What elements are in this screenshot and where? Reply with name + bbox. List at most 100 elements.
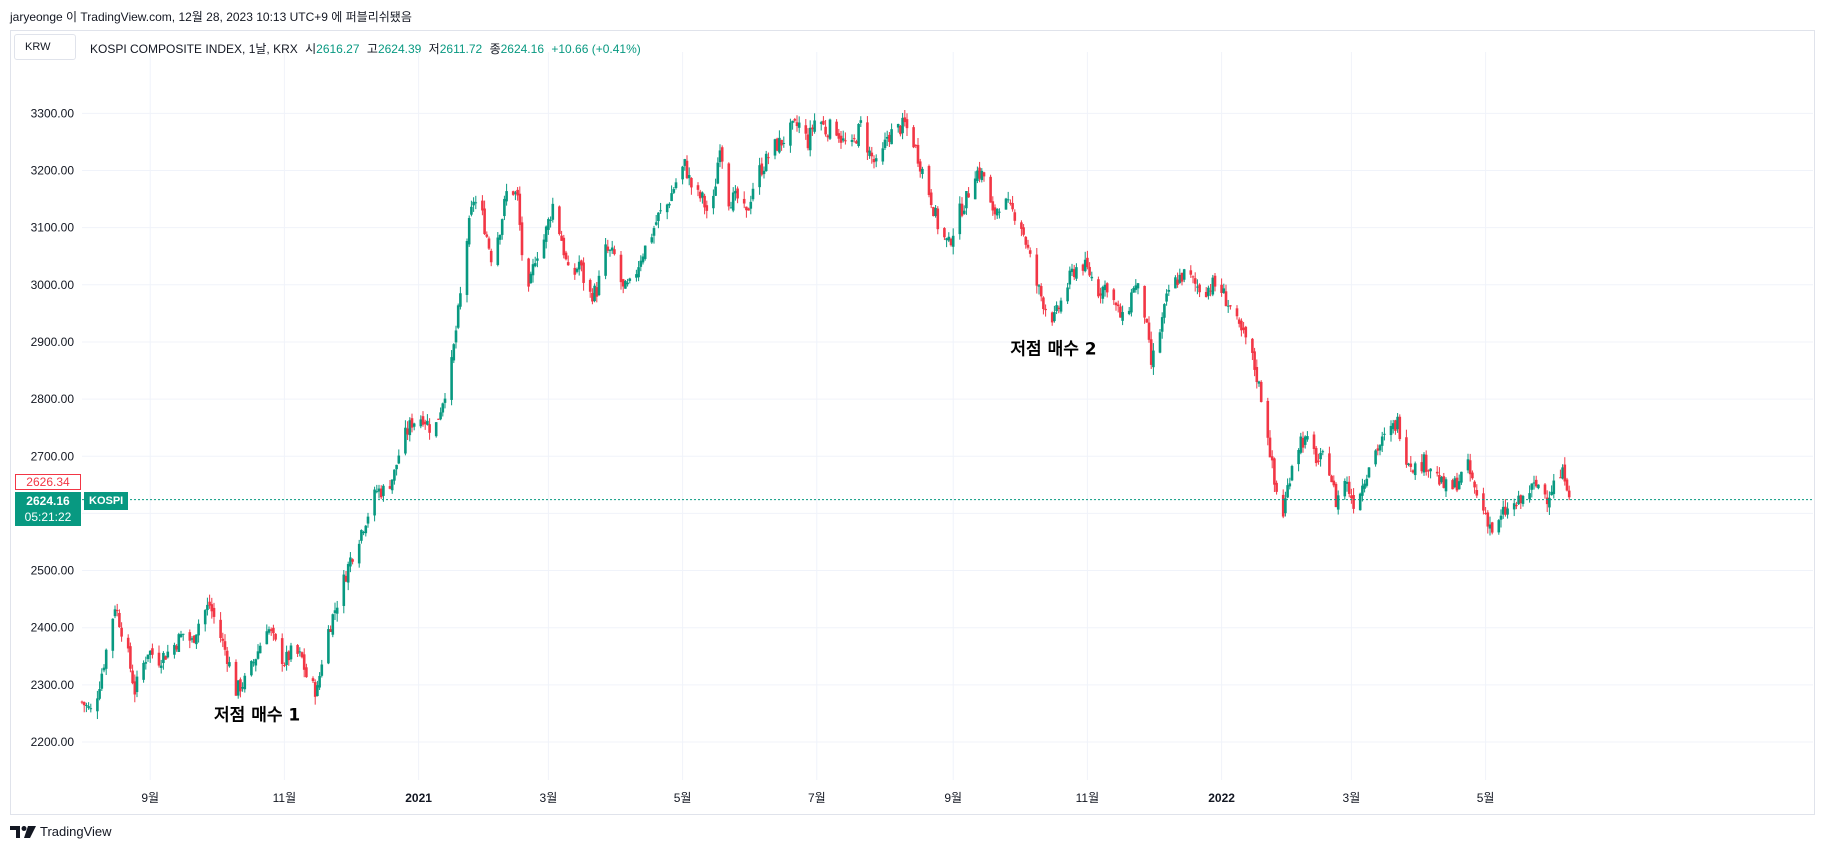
footer-brand[interactable]: TradingView [40, 824, 112, 839]
candle-body [305, 667, 308, 678]
candle-body [1193, 278, 1197, 284]
candle-body [318, 675, 321, 688]
candle-body [850, 139, 854, 142]
candle-body [342, 574, 346, 606]
candle-body [82, 702, 86, 706]
candle-body [1059, 300, 1063, 312]
candle-body [703, 195, 706, 208]
candle-body [613, 249, 616, 255]
candle-body [619, 254, 623, 283]
candle-body [1196, 286, 1199, 288]
candle-body [837, 133, 841, 139]
candle-body [1519, 495, 1523, 504]
candle-body [929, 192, 933, 206]
candle-body [1229, 305, 1232, 307]
candle-body [874, 158, 878, 162]
candle-body [899, 125, 902, 135]
candle-body [1222, 288, 1226, 294]
candle-body [426, 420, 429, 425]
candle-body [487, 238, 491, 249]
candle-body [498, 235, 502, 240]
candle-body [976, 170, 979, 181]
candle-body [1413, 463, 1417, 476]
candle-body [1207, 287, 1210, 296]
candle-body [349, 557, 352, 567]
candle-body [778, 137, 781, 153]
annotation-2: 저점 매수 2 [1010, 340, 1096, 360]
candle-body [1211, 277, 1215, 295]
candle-body [285, 651, 288, 666]
candle-body [1174, 277, 1177, 289]
candle-body [789, 122, 792, 146]
legend-open-label: 시 [305, 42, 317, 56]
candle-body [1367, 467, 1371, 478]
candle-body [1290, 466, 1294, 481]
candle-body [1143, 285, 1146, 318]
candle-body [998, 211, 1001, 213]
candle-body [1178, 274, 1182, 283]
candle-body [839, 135, 843, 143]
currency-selector[interactable]: KRW [14, 34, 76, 60]
candle-body [580, 260, 583, 266]
candle-body [588, 279, 592, 292]
candle-body [628, 278, 632, 281]
candle-body [626, 282, 629, 285]
annotations: 저점 매수 1 저점 매수 2 [214, 340, 1097, 726]
candle-body [1317, 460, 1320, 462]
candle-body [912, 127, 915, 148]
candle-body [1255, 366, 1259, 383]
candle-body [597, 275, 601, 296]
candle-body [503, 198, 506, 217]
grid-lines [82, 52, 1813, 780]
candle-body [1407, 463, 1410, 466]
candle-body [1057, 307, 1061, 310]
candle-body [329, 629, 332, 632]
candle-body [593, 285, 596, 302]
candle-body [1565, 479, 1569, 491]
candle-body [397, 455, 401, 464]
candle-body [804, 125, 808, 134]
candle-body [1530, 483, 1534, 490]
candle-body [302, 654, 306, 670]
candle-body [855, 141, 858, 144]
candle-body [813, 120, 816, 132]
candle-body [1251, 338, 1254, 353]
candle-body [1275, 482, 1278, 492]
candle-body [775, 138, 779, 151]
legend-symbol[interactable]: KOSPI COMPOSITE INDEX, 1날, KRX [90, 42, 298, 56]
candle-body [483, 208, 486, 235]
x-tick-label-7: 11월 [1076, 791, 1100, 805]
candle-body [736, 188, 739, 199]
candle-body [1543, 484, 1547, 495]
candle-body [1361, 485, 1364, 496]
candle-body [258, 645, 262, 654]
candle-body [450, 357, 453, 400]
candle-body [87, 706, 90, 708]
x-tick-label-2: 2021 [405, 791, 432, 805]
candle-body [991, 201, 995, 211]
candle-body [1515, 504, 1518, 507]
candle-body [1409, 463, 1413, 467]
candle-body [819, 122, 823, 124]
candle-body [1119, 306, 1122, 318]
candle-body [1083, 259, 1087, 272]
candle-body [360, 530, 363, 541]
candle-body [289, 645, 293, 660]
candle-body [866, 122, 869, 153]
candle-body [672, 189, 676, 193]
candle-body [1332, 480, 1336, 486]
candle-body [118, 612, 121, 628]
candle-body [133, 681, 137, 695]
candle-body [573, 267, 577, 275]
candle-body [1484, 512, 1487, 514]
legend-high: 2624.39 [377, 42, 422, 56]
candle-body [1297, 449, 1300, 465]
ohlc-legend: KOSPI COMPOSITE INDEX, 1날, KRX 시2616.27 … [90, 40, 641, 57]
candle-body [903, 117, 907, 123]
candle-body [591, 292, 594, 302]
candle-body [269, 629, 273, 631]
candle-body [1488, 524, 1492, 529]
candle-body [1559, 477, 1562, 479]
candle-body [531, 264, 535, 276]
